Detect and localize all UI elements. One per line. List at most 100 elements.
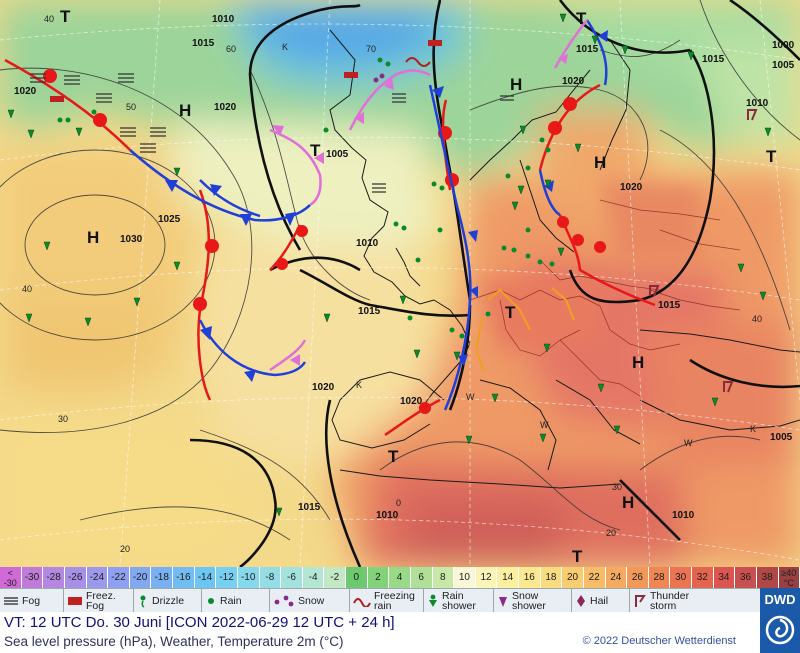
isobar-label: 1020 — [400, 396, 423, 407]
legend-item-freezing-fog: Freez. Fog — [64, 589, 134, 613]
copyright-text: © 2022 Deutscher Wetterdienst — [582, 635, 736, 647]
scale-cell: -2 — [324, 567, 346, 588]
occluded-front — [269, 19, 588, 372]
rain-shower-icon — [429, 594, 437, 607]
temp-label: K — [282, 42, 288, 52]
temp-label: K — [750, 424, 756, 434]
high-center-label: H — [622, 493, 634, 512]
temp-label: 50 — [126, 102, 136, 112]
legend-label: Hail — [590, 595, 609, 607]
rain-icon — [208, 598, 214, 604]
map-description: Sea level pressure (hPa), Weather, Tempe… — [4, 634, 344, 649]
high-center-label: H — [594, 153, 606, 172]
scale-cell: 18 — [540, 567, 563, 588]
scale-cell: 6 — [410, 567, 433, 588]
isobar-label: 1015 — [192, 38, 215, 49]
map-footer: VT: 12 UTC Do. 30 Juni [ICON 2022-06-29 … — [0, 612, 760, 653]
temp-label: W — [466, 392, 475, 402]
weather-symbols — [7, 13, 772, 517]
isobar-label: 1010 — [212, 14, 235, 25]
snow-shower-icon — [499, 597, 507, 607]
scale-cell: 32 — [692, 567, 714, 588]
scale-cell: -6 — [281, 567, 303, 588]
hail-icon — [577, 595, 585, 607]
dwd-logo-text: DWD — [764, 592, 796, 607]
legend-label: Snow shower — [512, 590, 546, 612]
legend-item-snow-shower: Snow shower — [494, 589, 572, 613]
scale-cell: ≥40 °C — [778, 567, 800, 588]
temp-label: 40 — [44, 14, 54, 24]
legend-item-fog: Fog — [0, 589, 64, 613]
isobar-label: 1030 — [120, 234, 143, 245]
isobar-label: 1005 — [770, 432, 793, 443]
legend-item-rain: Rain — [202, 589, 270, 613]
scale-cell: 16 — [519, 567, 541, 588]
low-center-label: T — [766, 147, 777, 166]
temp-label: 30 — [58, 414, 68, 424]
scale-cell: 14 — [497, 567, 519, 588]
high-center-label: H — [510, 75, 522, 94]
legend-item-thunderstorm: Thunder storm — [630, 589, 760, 613]
isobar-label: 1020 — [312, 382, 335, 393]
scale-cell: 12 — [475, 567, 498, 588]
high-center-label: H — [632, 353, 644, 372]
fog-marks — [30, 73, 514, 193]
scale-cell: < -30 — [0, 567, 22, 588]
legend-label: Thunder storm — [650, 590, 690, 612]
snow-marks — [373, 73, 385, 83]
temp-label: 60 — [226, 44, 236, 54]
legend-label: Fog — [22, 595, 41, 607]
legend-label: Rain shower — [442, 590, 476, 612]
temp-label: K — [356, 380, 362, 390]
isobar-label: 1015 — [358, 306, 381, 317]
coastlines — [329, 29, 800, 489]
high-center-label: H — [87, 228, 99, 247]
isobar-label: 1005 — [772, 60, 795, 71]
drizzle-icon — [140, 595, 146, 608]
low-center-label: T — [572, 547, 583, 566]
low-center-label: T — [388, 447, 399, 466]
scale-cell: 30 — [670, 567, 692, 588]
isobar-label: 1020 — [620, 182, 643, 193]
isobar-label: 1025 — [158, 214, 181, 225]
temp-label: 0 — [396, 498, 401, 508]
scale-cell: 38 — [756, 567, 779, 588]
scale-cell: 2 — [367, 567, 390, 588]
legend-label: Snow — [298, 595, 325, 607]
warm-front — [4, 58, 656, 437]
scale-cell: 20 — [562, 567, 584, 588]
scale-cell: 22 — [583, 567, 606, 588]
scale-cell: -12 — [216, 567, 238, 588]
scale-cell: -18 — [151, 567, 173, 588]
scale-cell: 36 — [735, 567, 757, 588]
scale-cell: -24 — [86, 567, 109, 588]
scale-cell: -22 — [108, 567, 130, 588]
isobar-label: 1015 — [702, 54, 725, 65]
temp-label: 20 — [120, 544, 130, 554]
high-center-label: H — [179, 101, 191, 120]
scale-cell: -16 — [173, 567, 195, 588]
legend-item-snow: Snow — [270, 589, 350, 613]
fog-icon — [4, 597, 18, 605]
temp-label: 20 — [606, 528, 616, 538]
low-center-label: T — [576, 9, 587, 28]
isobar-label: 1010 — [376, 510, 399, 521]
small-labels: 40 50 70 60 40 30 20 40 30 20 K K K W W … — [22, 14, 762, 554]
isobar-label: 1020 — [14, 86, 37, 97]
legend-item-hail: Hail — [572, 589, 630, 613]
legend-item-rain-shower: Rain shower — [424, 589, 494, 613]
isobar-label: 1005 — [326, 149, 349, 160]
low-center-label: T — [60, 7, 71, 26]
legend-label: Rain — [220, 595, 242, 607]
dwd-logo: DWD — [760, 588, 800, 653]
political-borders — [469, 199, 741, 397]
freezing-rain-marks — [405, 57, 431, 67]
scale-cell: -14 — [194, 567, 217, 588]
pressure-centers: H H H H H H T T T T T T T — [60, 7, 777, 566]
legend-item-freezing-rain: Freezing rain — [350, 589, 424, 613]
temp-label: 40 — [22, 284, 32, 294]
troughs — [474, 287, 575, 373]
thunderstorm-icon — [635, 595, 646, 607]
scale-cell: 4 — [389, 567, 411, 588]
isobar-labels: 1010 1015 1020 1025 1030 1020 1005 1010 … — [14, 14, 795, 521]
